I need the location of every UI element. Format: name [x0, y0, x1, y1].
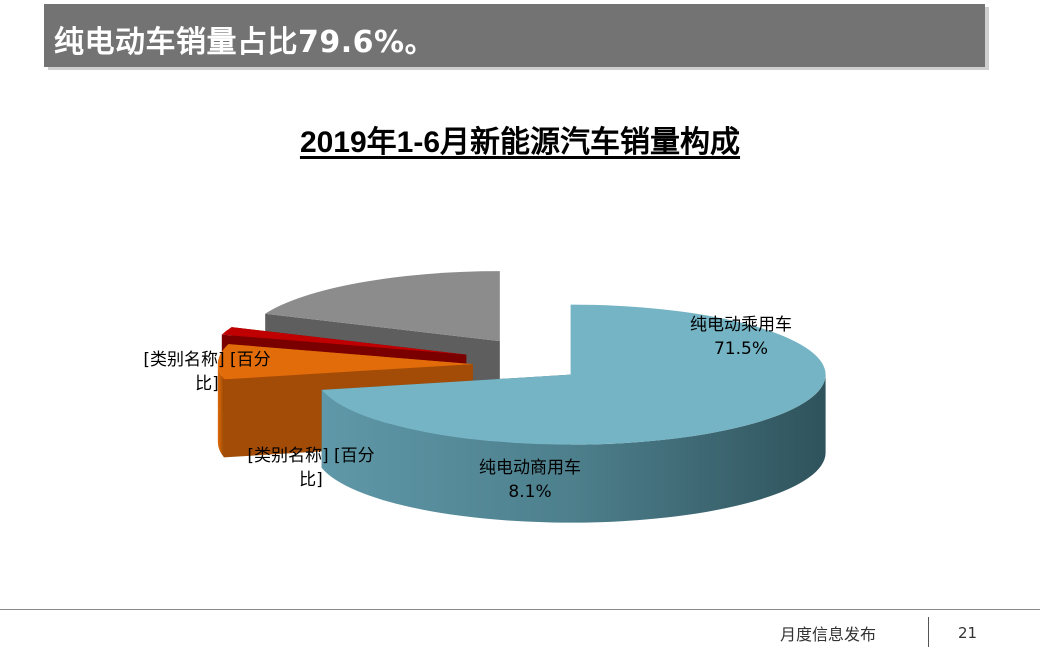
page-number: 21 [958, 624, 978, 642]
slice-top-gray [265, 271, 500, 342]
data-label-red: [类别名称] [百分 比] [226, 444, 396, 492]
gray-label-line2: 比] [195, 374, 219, 394]
footer-publisher: 月度信息发布 [780, 625, 877, 644]
red-label-line2: 比] [299, 470, 323, 490]
gray-label-line1: [类别名称] [百分 [143, 350, 271, 370]
slice-top-blue [321, 304, 826, 445]
slice-pct-blue: 71.5% [713, 339, 768, 359]
header-banner: 纯电动车销量占比79.6%。 [44, 4, 985, 67]
red-label-line1: [类别名称] [百分 [247, 446, 375, 466]
slice-side-blue-0 [321, 374, 826, 523]
slice-side-orange-0 [217, 364, 224, 458]
slice-name-blue: 纯电动乘用车 [690, 315, 792, 335]
header-title: 纯电动车销量占比79.6%。 [54, 25, 436, 60]
footer-separator [928, 617, 929, 647]
slice-top-orange [217, 344, 473, 380]
data-label-blue: 纯电动乘用车 71.5% [666, 313, 816, 361]
chart-title: 2019年1-6月新能源汽车销量构成 [299, 126, 741, 159]
data-label-gray: [类别名称] [百分 比] [122, 348, 292, 396]
slice-pct-orange: 8.1% [508, 482, 552, 502]
pie-slice-blue [321, 304, 826, 523]
slice-name-orange: 纯电动商用车 [479, 458, 581, 478]
footer-divider [0, 609, 1040, 610]
data-label-orange: 纯电动商用车 8.1% [455, 456, 605, 504]
slice-top-red [221, 327, 467, 355]
